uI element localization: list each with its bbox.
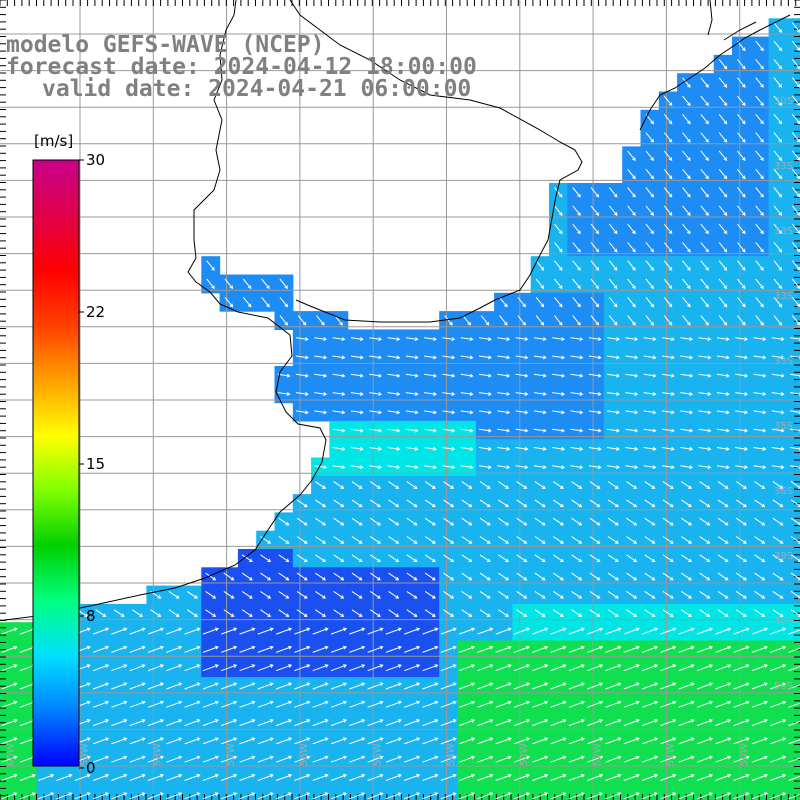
longitude-label: 50W bbox=[739, 743, 750, 766]
colorbar-tick-label: 8 bbox=[86, 607, 96, 625]
colorbar-ticks: 30 22 15 8 0 bbox=[79, 151, 105, 777]
colorbar-tick-label: 0 bbox=[86, 759, 96, 777]
latitude-label: 33S bbox=[774, 161, 793, 172]
title-model: modelo GEFS-WAVE (NCEP) bbox=[6, 32, 325, 58]
latitude-label: 35S bbox=[774, 421, 793, 432]
longitude-label: 58W bbox=[153, 743, 164, 766]
latitude-labels: 30S 33S 33S 33S 33S 35S 36S 39S 40S 50S bbox=[774, 96, 793, 692]
latitude-label: 36S bbox=[774, 486, 793, 497]
longitude-label: 52W bbox=[592, 743, 603, 766]
longitude-label: 60W bbox=[6, 743, 17, 766]
colorbar-bar bbox=[32, 159, 80, 767]
longitude-label: 59W bbox=[79, 743, 90, 766]
latitude-label: 30S bbox=[774, 96, 793, 107]
longitude-label: 53W bbox=[519, 743, 530, 766]
wind-speed-field bbox=[0, 18, 800, 800]
latitude-label: 33S bbox=[774, 291, 793, 302]
title-valid-date: valid date: 2024-04-21 06:00:00 bbox=[42, 76, 471, 102]
colorbar-unit: [m/s] bbox=[34, 132, 73, 150]
latitude-label: 50S bbox=[774, 681, 793, 692]
title-forecast-date: forecast date: 2024-04-12 18:00:00 bbox=[6, 54, 477, 80]
longitude-label: 57W bbox=[226, 743, 237, 766]
longitude-label: 51W bbox=[666, 743, 677, 766]
longitude-labels: 60W59W58W57W56W55W54W53W52W51W50W49W bbox=[6, 743, 750, 766]
longitude-label: 55W bbox=[373, 743, 384, 766]
latitude-label: 33S bbox=[774, 226, 793, 237]
colorbar-tick-label: 22 bbox=[86, 303, 105, 321]
latitude-label: 39S bbox=[774, 551, 793, 562]
coastline-north bbox=[639, 0, 791, 131]
coastline bbox=[4, 0, 583, 621]
longitude-label: 56W bbox=[299, 743, 310, 766]
latitude-label: 33S bbox=[774, 356, 793, 367]
longitude-label: 54W bbox=[446, 743, 457, 766]
latitude-label: 40S bbox=[774, 616, 793, 627]
colorbar-tick-label: 15 bbox=[86, 455, 105, 473]
colorbar-tick-label: 30 bbox=[86, 151, 105, 169]
